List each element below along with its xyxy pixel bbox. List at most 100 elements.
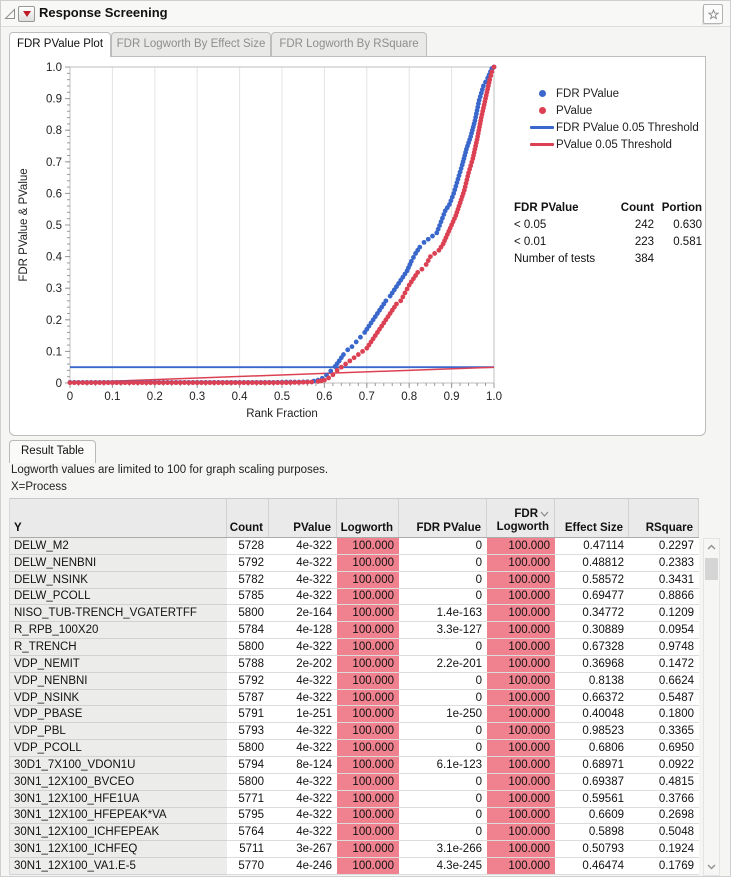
table-row[interactable]: R_RPB_100X20 5784 4e-128 100.000 3.3e-127 100…	[10, 622, 699, 640]
table-row[interactable]: DELW_NENBNI 5792 4e-322 100.000 0 100.000 0.48…	[10, 554, 699, 572]
value-cell: 1.4e-163	[399, 605, 487, 623]
value-cell: 4e-322	[269, 554, 337, 572]
table-row[interactable]: VDP_NENBNI 5792 4e-322 100.000 0 100.000 0.813…	[10, 672, 699, 690]
scroll-down-button[interactable]	[704, 859, 719, 875]
svg-text:0.4: 0.4	[46, 252, 63, 264]
column-header-effect-size[interactable]: Effect Size	[555, 499, 629, 537]
value-cell: 4e-322	[269, 790, 337, 808]
value-cell: 100.000	[337, 639, 399, 656]
result-table-tab[interactable]: Result Table	[9, 440, 97, 463]
legend-label: FDR PValue	[556, 87, 620, 100]
table-row[interactable]: 30N1_12X100_VA1.E-5 5770 4e-246 100.000 4.3e…	[10, 858, 699, 875]
scrollbar-thumb[interactable]	[705, 558, 718, 580]
value-cell: 0.68971	[555, 756, 629, 774]
value-cell: 100.000	[487, 756, 555, 774]
tab-fdr-pvalue-plot[interactable]: FDR PValue Plot	[9, 32, 111, 57]
value-cell: 4.3e-245	[399, 858, 487, 875]
value-cell: 100.000	[337, 538, 399, 555]
table-row[interactable]: 30N1_12X100_HFE1UA 5771 4e-322 100.000 0 100.…	[10, 790, 699, 808]
red-triangle-icon	[22, 11, 31, 17]
value-cell: 0.30889	[555, 622, 629, 640]
value-cell: 0.1769	[629, 858, 699, 875]
svg-text:0.7: 0.7	[359, 391, 375, 403]
plot-legend: FDR PValue PValue FDR PValue 0.05 Thresh…	[530, 85, 699, 153]
svg-text:0: 0	[67, 391, 73, 403]
value-cell: 0.69477	[555, 588, 629, 606]
value-cell: 5770	[227, 858, 269, 875]
table-scrollbar[interactable]	[703, 538, 720, 876]
table-row[interactable]: VDP_PBASE 5791 1e-251 100.000 1e-250 100.000 0…	[10, 706, 699, 724]
table-row[interactable]: 30N1_12X100_HFEPEAK*VA 5795 4e-322 100.000 0…	[10, 807, 699, 825]
value-cell: 5764	[227, 824, 269, 842]
table-row[interactable]: R_TRENCH 5800 4e-322 100.000 0 100.000 0.67328…	[10, 639, 699, 656]
row-label-cell: 30N1_12X100_ICHFEPEAK	[10, 824, 227, 842]
value-cell: 4e-322	[269, 538, 337, 555]
value-cell: 100.000	[487, 605, 555, 623]
table-row[interactable]: NISO_TUB-TRENCH_VGATERTFF 5800 2e-164 100.0…	[10, 605, 699, 623]
table-row[interactable]: DELW_NSINK 5782 4e-322 100.000 0 100.000 0.585…	[10, 571, 699, 589]
value-cell: 100.000	[487, 723, 555, 741]
column-header-count[interactable]: Count	[227, 499, 269, 537]
pin-report-button[interactable]	[703, 4, 723, 24]
summary-row: < 0.01 223 0.581	[514, 235, 702, 248]
value-cell: 0.9748	[629, 639, 699, 656]
value-cell: 0.47114	[555, 538, 629, 555]
value-cell: 3.3e-127	[399, 622, 487, 640]
table-row[interactable]: DELW_PCOLL 5785 4e-322 100.000 0 100.000 0.694…	[10, 588, 699, 606]
value-cell: 0.4815	[629, 773, 699, 791]
tab-fdr-logworth-by-rsquare[interactable]: FDR Logworth By RSquare	[271, 32, 427, 56]
table-row[interactable]: VDP_PBL 5793 4e-322 100.000 0 100.000 0.98523 0…	[10, 723, 699, 741]
table-row[interactable]: VDP_NEMIT 5788 2e-202 100.000 2.2e-201 100.00…	[10, 655, 699, 673]
table-row[interactable]: 30N1_12X100_ICHFEPEAK 5764 4e-322 100.000 0 1…	[10, 824, 699, 842]
column-header-fdr-logworth[interactable]: FDR Logworth	[487, 499, 555, 537]
value-cell: 100.000	[487, 655, 555, 673]
summary-header-portion: Portion	[661, 201, 702, 214]
fdr-pvalue-dot-icon	[539, 90, 546, 97]
result-table-header: Y Count PValue Logworth FDR PValue FDR Logwort…	[10, 498, 699, 538]
fdr-pvalue-plot[interactable]: 0 0.1 0.2 0.3 0.4 0.5 0.6 0.7 0.8 0.9 1.0 0 0.1 0.2 0.…	[14, 60, 508, 422]
column-header-rsquare[interactable]: RSquare	[629, 499, 699, 537]
table-row[interactable]: VDP_NSINK 5787 4e-322 100.000 0 100.000 0.6637…	[10, 689, 699, 707]
sort-descending-icon	[540, 508, 549, 521]
value-cell: 0.5487	[629, 689, 699, 707]
value-cell: 0.6950	[629, 740, 699, 757]
value-cell: 0.66372	[555, 689, 629, 707]
value-cell: 0	[399, 588, 487, 606]
svg-text:0.8: 0.8	[46, 125, 62, 137]
scroll-up-button[interactable]	[704, 539, 719, 555]
value-cell: 0.59561	[555, 790, 629, 808]
table-row[interactable]: DELW_M2 5728 4e-322 100.000 0 100.000 0.47114 0…	[10, 538, 699, 555]
value-cell: 100.000	[487, 807, 555, 825]
svg-text:0.6: 0.6	[46, 188, 62, 200]
value-cell: 100.000	[337, 622, 399, 640]
tab-fdr-logworth-by-effect-size[interactable]: FDR Logworth By Effect Size	[111, 32, 271, 56]
table-row[interactable]: VDP_PCOLL 5800 4e-322 100.000 0 100.000 0.6806…	[10, 740, 699, 757]
value-cell: 100.000	[337, 807, 399, 825]
table-row[interactable]: 30D1_7X100_VDON1U 5794 8e-124 100.000 6.1e-1…	[10, 756, 699, 774]
table-row[interactable]: 30N1_12X100_BVCEO 5800 4e-322 100.000 0 100.0…	[10, 773, 699, 791]
row-label-cell: NISO_TUB-TRENCH_VGATERTFF	[10, 605, 227, 623]
value-cell: 2e-202	[269, 655, 337, 673]
value-cell: 5792	[227, 554, 269, 572]
table-row[interactable]: 30N1_12X100_ICHFEQ 5711 3e-267 100.000 3.1e-…	[10, 841, 699, 859]
row-label-cell: 30D1_7X100_VDON1U	[10, 756, 227, 774]
row-label-cell: 30N1_12X100_HFEPEAK*VA	[10, 807, 227, 825]
value-cell: 100.000	[337, 655, 399, 673]
disclosure-triangle-icon[interactable]	[4, 8, 16, 20]
value-cell: 1e-250	[399, 706, 487, 724]
red-triangle-menu-button[interactable]	[18, 6, 35, 22]
value-cell: 0.0954	[629, 622, 699, 640]
value-cell: 0	[399, 807, 487, 825]
row-label-cell: VDP_PCOLL	[10, 740, 227, 757]
value-cell: 0.50793	[555, 841, 629, 859]
value-cell: 100.000	[337, 588, 399, 606]
fdr-threshold-line-icon	[530, 126, 554, 129]
summary-header-count: Count	[620, 201, 654, 214]
column-header-y[interactable]: Y	[10, 499, 227, 537]
column-header-logworth[interactable]: Logworth	[337, 499, 399, 537]
column-header-fdr-pvalue[interactable]: FDR PValue	[399, 499, 487, 537]
column-header-pvalue[interactable]: PValue	[269, 499, 337, 537]
value-cell: 0.40048	[555, 706, 629, 724]
legend-label: FDR PValue 0.05 Threshold	[556, 121, 699, 134]
value-cell: 0.8866	[629, 588, 699, 606]
